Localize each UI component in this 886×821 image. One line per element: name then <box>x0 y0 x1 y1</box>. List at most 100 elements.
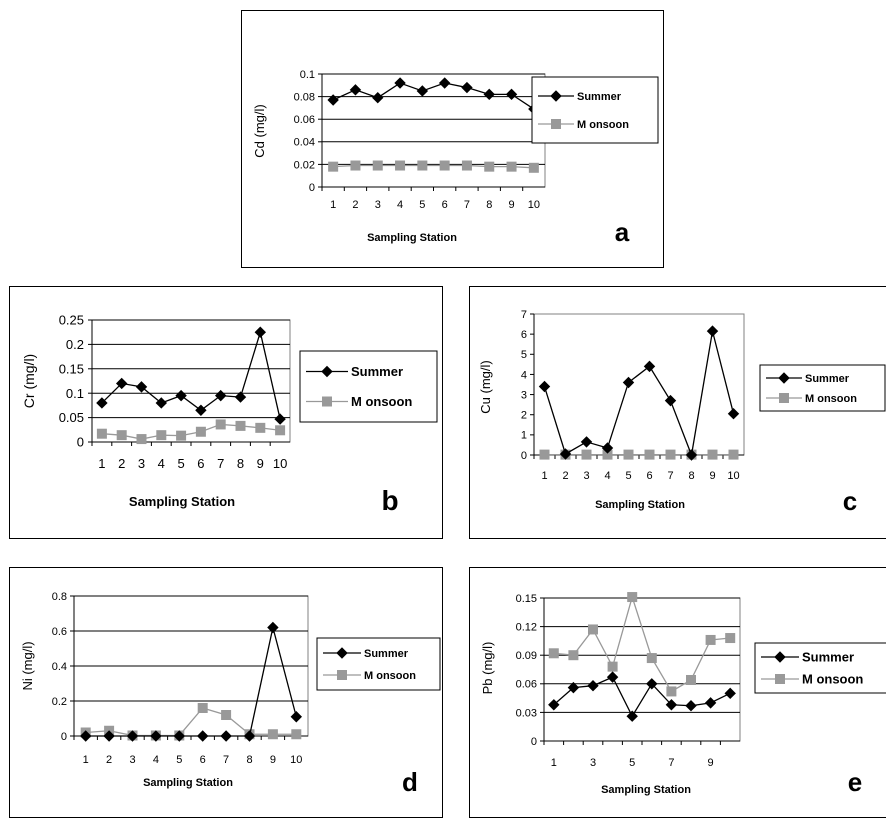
data-point <box>606 671 619 683</box>
data-point <box>685 700 697 712</box>
x-tick-label: 6 <box>646 470 652 482</box>
chart-c: 0 1 2 3 4 5 6 7 1 2 3 4 5 6 7 8 9 10 Cu (mg/l) Sampling Sta… <box>478 309 886 516</box>
data-point <box>215 419 226 430</box>
x-axis-title: Sampling Station <box>143 777 233 789</box>
legend-marker <box>551 119 561 129</box>
data-point <box>79 730 92 742</box>
data-point <box>580 436 593 448</box>
y-tick-label: 0 <box>77 435 84 450</box>
x-tick-label: 8 <box>246 754 252 766</box>
legend-marker <box>774 651 786 663</box>
y-tick-label: 0.25 <box>59 313 84 328</box>
y-tick-label: 7 <box>521 309 527 321</box>
legend-marker <box>336 647 348 659</box>
data-point <box>349 84 362 96</box>
x-tick-label: 3 <box>375 199 381 211</box>
data-point <box>235 420 246 431</box>
data-point <box>328 161 339 172</box>
data-point <box>686 674 696 685</box>
x-tick-label: 2 <box>118 456 125 471</box>
x-tick-label: 1 <box>541 470 547 482</box>
data-point <box>646 653 657 664</box>
data-point <box>506 161 517 172</box>
plot-area <box>543 597 741 742</box>
legend-label: M onsoon <box>364 670 416 682</box>
x-axis-title: Sampling Station <box>129 494 235 509</box>
y-tick-label: 0.09 <box>516 650 537 662</box>
data-point <box>126 730 139 742</box>
data-point <box>136 434 147 445</box>
x-tick-label: 4 <box>158 456 165 471</box>
data-point <box>438 77 451 89</box>
x-tick-label: 1 <box>330 199 336 211</box>
y-tick-label: 3 <box>521 389 527 401</box>
chart-e: 0 0.03 0.06 0.09 0.12 0.15 1 3 5 7 9 Pb (mg/l) Sampl… <box>480 592 886 797</box>
x-tick-label: 5 <box>176 754 182 766</box>
panel-label: c <box>843 486 857 516</box>
data-point <box>626 710 638 722</box>
panel-label: e <box>848 767 862 797</box>
legend-marker <box>779 393 789 403</box>
data-point <box>646 678 658 690</box>
series-line <box>101 423 281 440</box>
y-tick-label: 0.05 <box>59 410 84 425</box>
data-point <box>234 391 247 403</box>
data-point <box>528 162 539 173</box>
data-point <box>666 686 677 697</box>
y-tick-label: 0.2 <box>66 337 84 352</box>
x-tick-label: 2 <box>562 470 568 482</box>
x-axis-title: Sampling Station <box>601 784 691 796</box>
series-line <box>332 82 535 110</box>
y-tick-label: 0.8 <box>52 591 67 603</box>
legend-box <box>754 642 886 694</box>
data-point <box>116 430 127 441</box>
legend-marker <box>775 674 785 684</box>
data-point <box>568 650 579 661</box>
series-line <box>85 627 297 737</box>
x-tick-label: 1 <box>551 757 557 769</box>
panel-label: d <box>402 767 418 797</box>
data-point <box>173 730 186 742</box>
series-line <box>101 329 281 420</box>
data-point <box>588 624 598 635</box>
legend-label: Summer <box>351 364 403 379</box>
series-line <box>85 707 297 737</box>
series-line <box>543 330 735 458</box>
data-point <box>622 376 635 389</box>
data-point <box>372 160 383 171</box>
panel-c: 0 1 2 3 4 5 6 7 1 2 3 4 5 6 7 8 9 10 Cu (mg/l) Sampling Sta… <box>469 286 886 539</box>
legend-marker <box>550 90 562 102</box>
data-point <box>539 449 550 460</box>
data-point <box>665 699 678 711</box>
legend-label: M onsoon <box>577 119 629 131</box>
y-axis-title: Pb (mg/l) <box>480 642 495 695</box>
x-tick-label: 3 <box>138 456 145 471</box>
data-point <box>724 687 736 700</box>
y-tick-label: 0.06 <box>294 114 315 126</box>
data-point <box>607 661 618 672</box>
x-tick-label: 9 <box>709 470 715 482</box>
x-tick-label: 2 <box>352 199 358 211</box>
y-tick-label: 6 <box>521 329 527 341</box>
panel-e: 0 0.03 0.06 0.09 0.12 0.15 1 3 5 7 9 Pb (mg/l) Sampl… <box>469 567 886 818</box>
x-tick-label: 5 <box>625 470 631 482</box>
x-tick-label: 1 <box>83 754 89 766</box>
y-tick-label: 0.15 <box>516 593 537 605</box>
y-tick-label: 0 <box>531 736 537 748</box>
data-point <box>685 449 698 461</box>
data-point <box>664 394 677 407</box>
x-tick-label: 7 <box>223 754 229 766</box>
data-point <box>96 397 108 409</box>
chart-b: 0 0.05 0.1 0.15 0.2 0.25 1 2 3 4 5 6 7 8 9 10 Cr (mg/l) S… <box>21 313 438 516</box>
y-tick-label: 0.4 <box>52 661 67 673</box>
data-point <box>176 430 187 441</box>
x-tick-label: 10 <box>290 754 302 766</box>
series-line <box>553 676 731 718</box>
x-tick-label: 2 <box>106 754 112 766</box>
data-point <box>175 389 187 402</box>
y-tick-label: 0.02 <box>294 159 315 171</box>
x-tick-label: 8 <box>688 470 694 482</box>
data-point <box>214 389 227 402</box>
x-tick-label: 7 <box>667 470 673 482</box>
data-point <box>290 711 303 723</box>
